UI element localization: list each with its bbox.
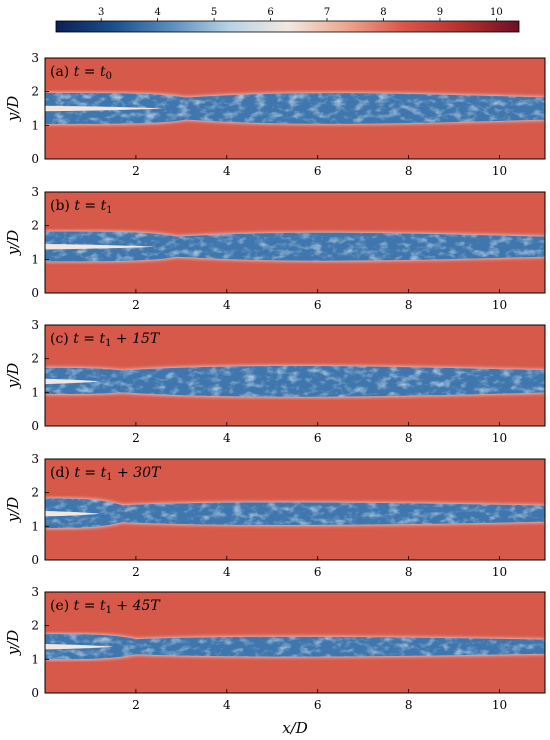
y-axis-title: y/D [4, 230, 22, 257]
y-tick-label: 1 [31, 385, 39, 399]
x-tick-label: 10 [492, 565, 507, 579]
x-tick-label: 2 [132, 164, 140, 178]
x-tick-label: 6 [314, 164, 322, 178]
colorbar-tick-label: 9 [437, 7, 443, 18]
turbulence-texture [45, 366, 545, 397]
panel-label: (b) t = t1 [50, 198, 113, 216]
x-tick-label: 4 [223, 565, 231, 579]
x-tick-label: 2 [132, 565, 140, 579]
x-tick-label: 4 [223, 698, 231, 712]
colorbar-tick-label: 5 [211, 7, 217, 18]
heatmap-field [45, 58, 545, 159]
turbulence-texture [45, 634, 545, 660]
y-tick-label: 0 [31, 419, 39, 433]
y-tick-label: 3 [31, 318, 39, 332]
colorbar-tick-label: 6 [267, 7, 273, 18]
panel-a: 0 1 2 3 2 4 6 8 10 y/D (a) t = t0 [4, 51, 546, 178]
panel-label: (c) t = t1 + 15T [50, 331, 161, 349]
y-tick-label: 1 [31, 252, 39, 266]
x-axis-title: x/D [282, 719, 308, 737]
x-tick-label: 2 [132, 698, 140, 712]
y-tick-label: 3 [31, 185, 39, 199]
y-axis-title: y/D [4, 630, 22, 657]
panel-frame [44, 191, 546, 294]
panel-label: (e) t = t1 + 45T [50, 598, 161, 616]
y-tick-label: 1 [31, 118, 39, 132]
x-tick-label: 6 [314, 431, 322, 445]
panel-d: 0 1 2 3 2 4 6 8 10 y/D (d) t = t1 + 30T [4, 452, 546, 579]
jet-core-gap [45, 105, 164, 112]
heatmap-field [45, 592, 545, 693]
panel-e: 0 1 2 3 2 4 6 8 10 y/D (e) t = t1 + 45T [4, 585, 546, 712]
y-tick-label: 2 [31, 85, 39, 99]
x-tick-label: 8 [405, 164, 413, 178]
x-tick-label: 8 [405, 565, 413, 579]
x-tick-label: 2 [132, 298, 140, 312]
colorbar: 3 4 5 6 7 8 9 10 [55, 7, 520, 33]
heatmap-field [45, 192, 545, 293]
x-tick-label: 4 [223, 298, 231, 312]
x-tick-label: 6 [314, 565, 322, 579]
x-tick-label: 10 [492, 698, 507, 712]
jet-core-gap [45, 378, 100, 385]
y-tick-label: 1 [31, 519, 39, 533]
heatmap-field [45, 325, 545, 426]
y-tick-label: 3 [31, 51, 39, 65]
x-tick-label: 8 [405, 298, 413, 312]
y-tick-label: 2 [31, 486, 39, 500]
y-tick-label: 0 [31, 686, 39, 700]
y-axis-title: y/D [4, 96, 22, 123]
y-tick-label: 1 [31, 652, 39, 666]
y-axis-title: y/D [4, 363, 22, 390]
colorbar-tick-label: 3 [98, 7, 104, 18]
panel-c: 0 1 2 3 2 4 6 8 10 y/D (c) t = t1 + 15T [4, 318, 546, 445]
y-tick-label: 0 [31, 286, 39, 300]
y-tick-label: 3 [31, 585, 39, 599]
panel-label: (d) t = t1 + 30T [50, 465, 162, 483]
x-tick-label: 2 [132, 431, 140, 445]
heatmap-field [45, 459, 545, 560]
y-tick-label: 3 [31, 452, 39, 466]
y-tick-label: 0 [31, 553, 39, 567]
x-tick-label: 10 [492, 164, 507, 178]
x-tick-label: 4 [223, 164, 231, 178]
panel-label: (a) t = t0 [50, 64, 112, 82]
panel-frame [44, 591, 546, 694]
colorbar-gradient [55, 20, 520, 33]
y-tick-label: 2 [31, 352, 39, 366]
x-tick-label: 10 [492, 298, 507, 312]
x-tick-label: 8 [405, 431, 413, 445]
panel-frame [44, 458, 546, 561]
x-tick-label: 6 [314, 298, 322, 312]
colorbar-tick-label: 7 [324, 7, 330, 18]
jet-core-gap [45, 511, 100, 517]
colorbar-tick-label: 8 [380, 7, 386, 18]
y-tick-label: 2 [31, 619, 39, 633]
turbulence-texture [45, 498, 545, 529]
x-tick-label: 6 [314, 698, 322, 712]
panel-frame [44, 57, 546, 160]
jet-core-gap [45, 644, 114, 650]
colorbar-tick-label: 4 [154, 7, 160, 18]
y-tick-label: 0 [31, 152, 39, 166]
turbulence-texture [45, 93, 545, 124]
x-tick-label: 4 [223, 431, 231, 445]
x-tick-label: 10 [492, 431, 507, 445]
turbulence-texture [45, 231, 545, 262]
y-tick-label: 2 [31, 219, 39, 233]
colorbar-tick-label: 10 [490, 7, 503, 18]
panel-frame [44, 324, 546, 427]
x-tick-label: 8 [405, 698, 413, 712]
jet-core-gap [45, 244, 155, 250]
y-axis-title: y/D [4, 497, 22, 524]
panel-b: 0 1 2 3 2 4 6 8 10 y/D (b) t = t1 [4, 185, 546, 312]
